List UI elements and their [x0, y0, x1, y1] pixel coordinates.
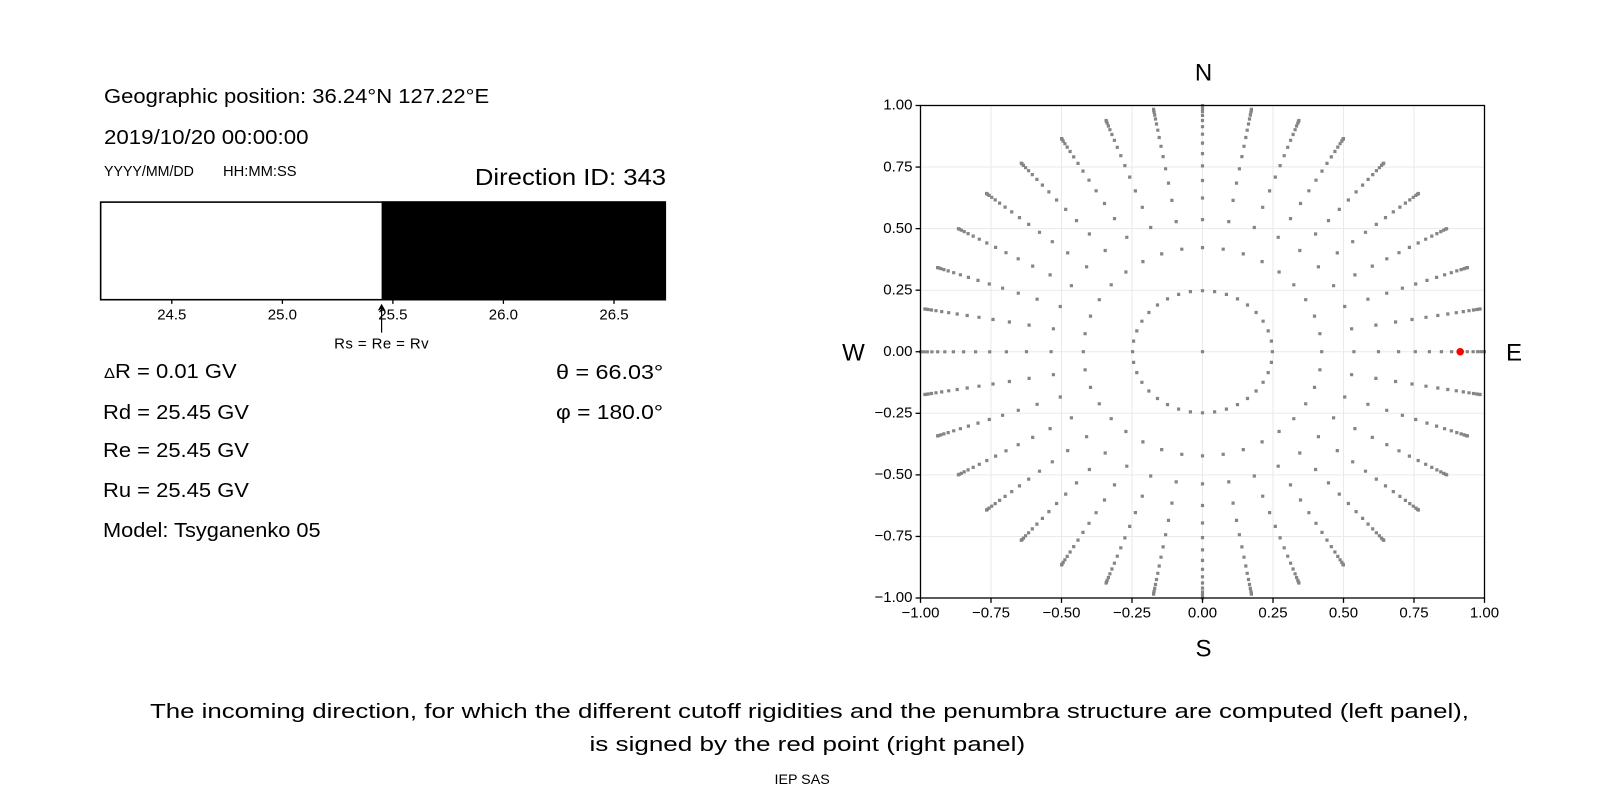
svg-text:0.75: 0.75 — [1399, 605, 1428, 622]
svg-text:0.00: 0.00 — [1188, 605, 1217, 622]
svg-text:W: W — [842, 340, 865, 367]
svg-text:1.00: 1.00 — [883, 97, 912, 114]
svg-text:25.0: 25.0 — [268, 306, 297, 323]
svg-text:E: E — [1506, 340, 1522, 367]
svg-text:0.50: 0.50 — [883, 220, 912, 237]
svg-text:0.25: 0.25 — [1258, 605, 1287, 622]
svg-text:−0.25: −0.25 — [875, 405, 913, 422]
svg-text:26.0: 26.0 — [489, 306, 518, 323]
svg-text:1.00: 1.00 — [1470, 605, 1499, 622]
svg-text:0.75: 0.75 — [883, 158, 912, 175]
svg-text:−0.75: −0.75 — [972, 605, 1010, 622]
svg-text:−0.75: −0.75 — [875, 528, 913, 545]
svg-text:0.00: 0.00 — [883, 343, 912, 360]
svg-text:24.5: 24.5 — [157, 306, 186, 323]
svg-text:−1.00: −1.00 — [875, 589, 913, 606]
svg-text:25.5: 25.5 — [378, 306, 407, 323]
svg-text:S: S — [1195, 636, 1211, 663]
svg-text:−1.00: −1.00 — [902, 605, 940, 622]
svg-text:N: N — [1195, 59, 1212, 86]
svg-text:−0.50: −0.50 — [1043, 605, 1081, 622]
svg-text:Rs = Re = Rv: Rs = Re = Rv — [334, 335, 429, 352]
svg-text:−0.50: −0.50 — [875, 466, 913, 483]
svg-text:26.5: 26.5 — [599, 306, 628, 323]
svg-text:−0.25: −0.25 — [1113, 605, 1151, 622]
svg-text:0.50: 0.50 — [1329, 605, 1358, 622]
svg-text:0.25: 0.25 — [883, 281, 912, 298]
